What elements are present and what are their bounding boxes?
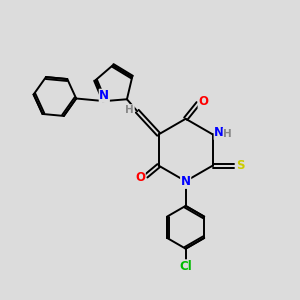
Text: H: H bbox=[125, 105, 134, 115]
Text: N: N bbox=[181, 175, 191, 188]
Text: Cl: Cl bbox=[179, 260, 192, 273]
Text: S: S bbox=[236, 159, 244, 172]
Text: O: O bbox=[135, 171, 145, 184]
Text: O: O bbox=[198, 95, 208, 108]
Text: N: N bbox=[99, 89, 109, 102]
Text: H: H bbox=[223, 128, 232, 139]
Text: N: N bbox=[214, 126, 224, 140]
